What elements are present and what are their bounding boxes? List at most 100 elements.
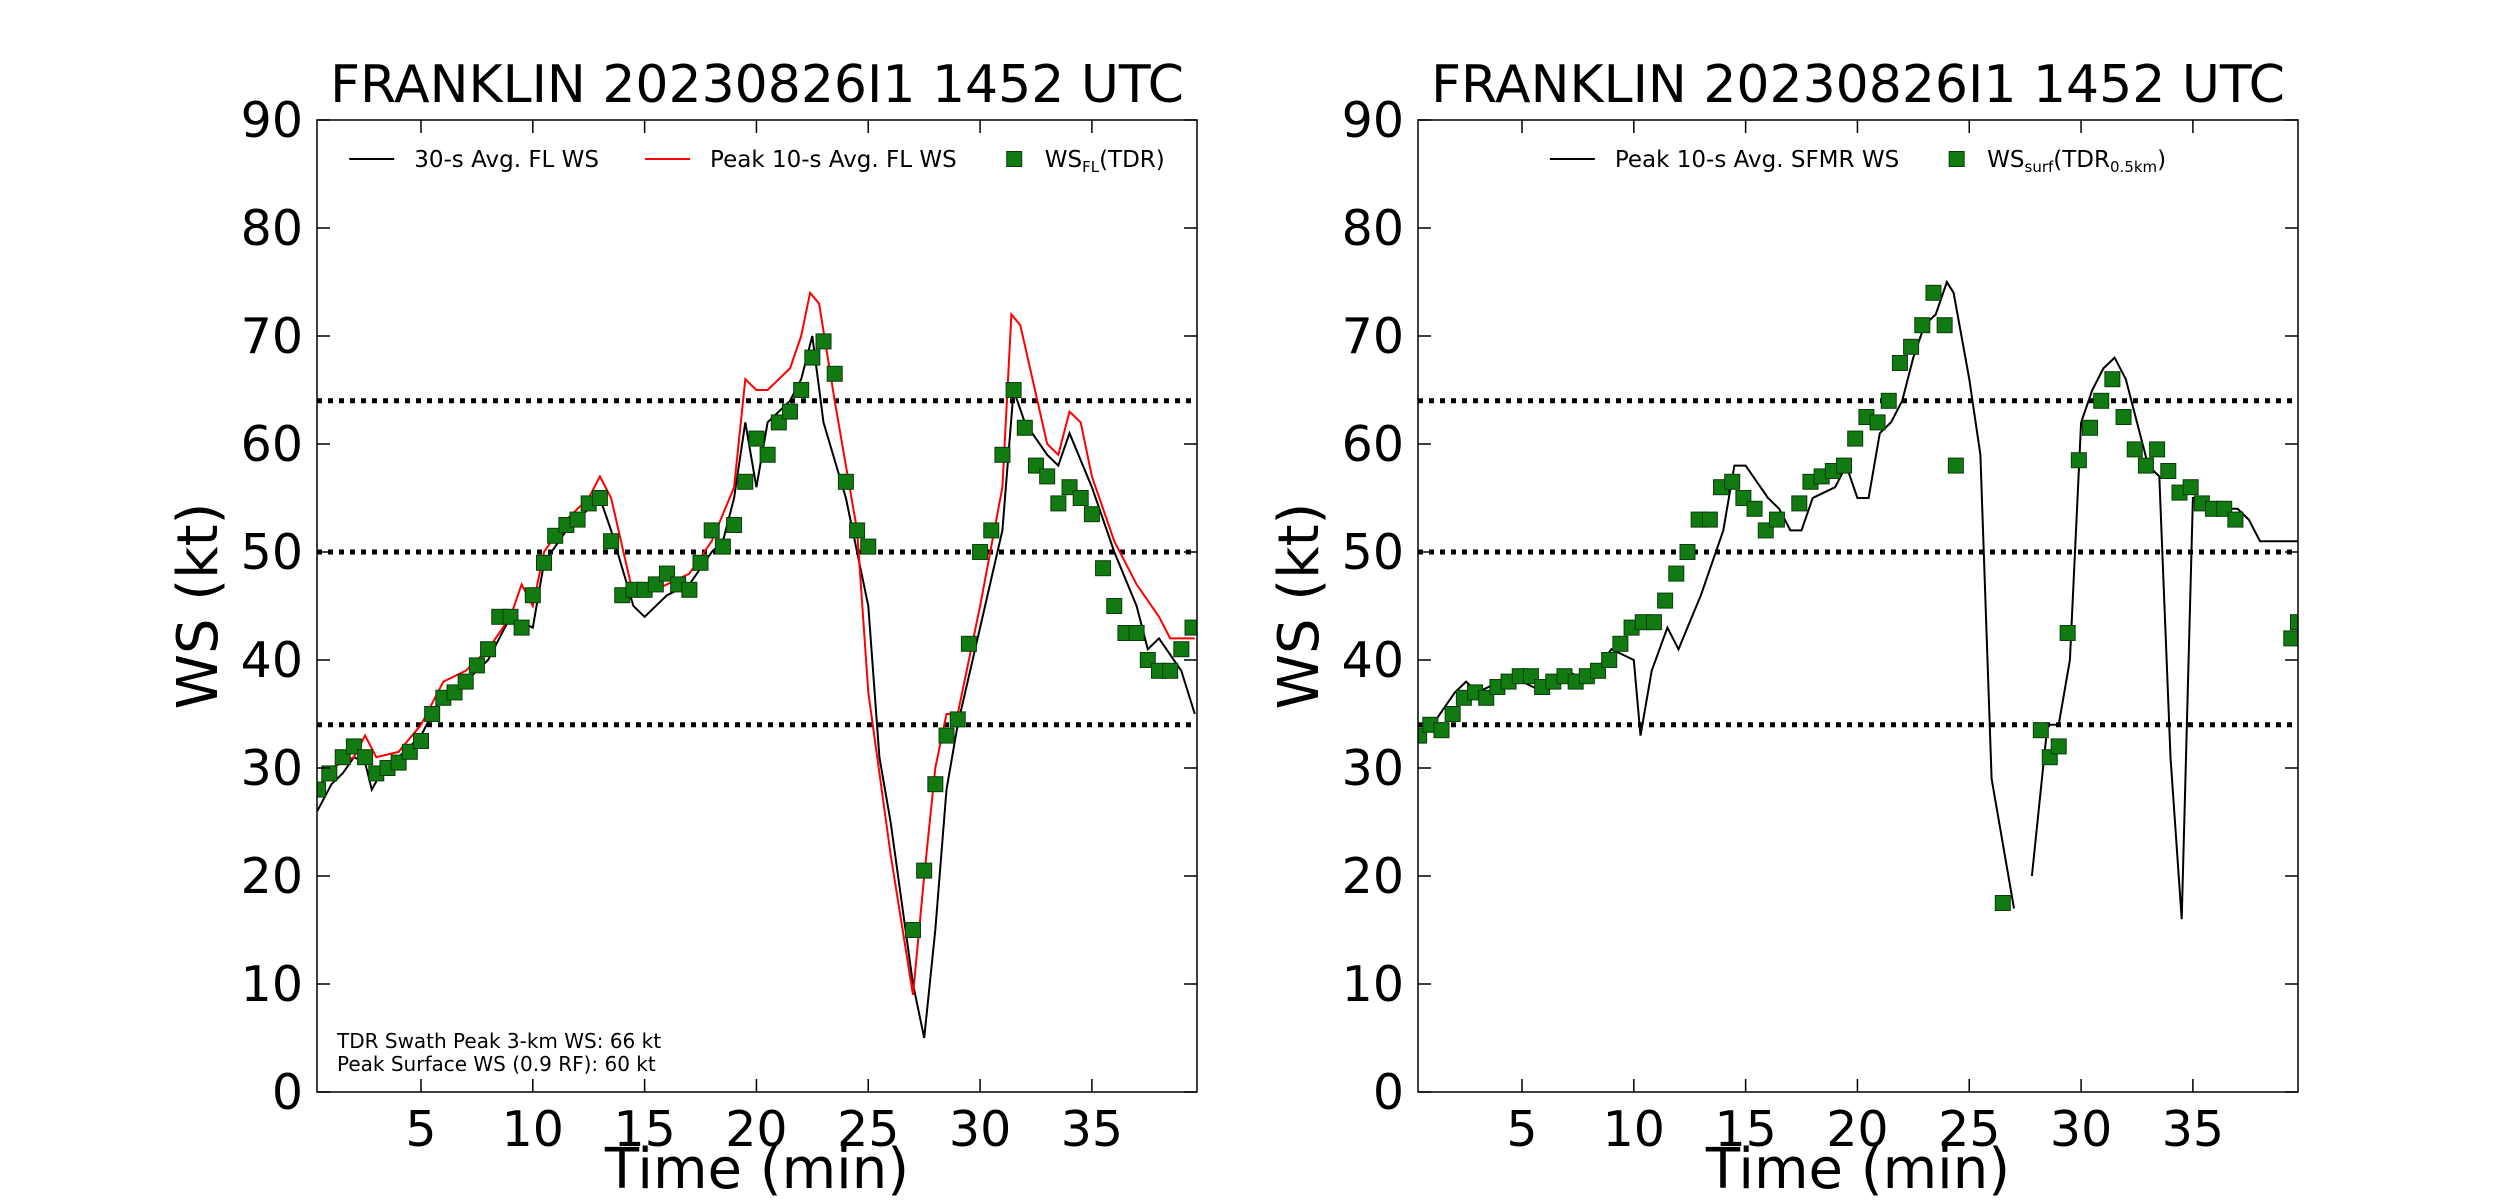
tdr-marker <box>960 635 977 652</box>
legend-text: ) <box>2157 147 2166 173</box>
y-tick-label: 50 <box>1342 524 1404 581</box>
tdr-marker <box>1869 414 1886 431</box>
legend-label: WSsurf(TDR0.5km) <box>1987 147 2166 176</box>
y-axis-label: WS (kt) <box>1267 503 1332 710</box>
series-line <box>317 290 1195 995</box>
tdr-marker <box>1083 506 1100 523</box>
y-tick-label: 50 <box>241 524 303 581</box>
axes-frame <box>1417 119 2299 1093</box>
panel: 0 10 20 30 40 50 60 70 80 90 5 10 15 20 25 30 35 FRANKLIN… <box>1267 55 2299 1200</box>
y-tick-label: 80 <box>241 200 303 257</box>
x-tick-label: 10 <box>1603 1101 1665 1158</box>
tdr-marker <box>2182 479 2199 496</box>
tdr-marker <box>1433 722 1450 739</box>
x-tick-label: 25 <box>837 1101 899 1158</box>
y-axis-label: WS (kt) <box>166 503 231 710</box>
tdr-marker <box>1095 560 1112 577</box>
tdr-marker <box>317 781 327 798</box>
tdr-marker <box>1184 619 1197 636</box>
y-tick-label: 80 <box>1342 200 1404 257</box>
tdr-marker <box>1162 662 1179 679</box>
legend: Peak 10-s Avg. SFMR WS WSsurf(TDR0.5km) <box>1549 147 2166 176</box>
tdr-marker <box>1645 614 1662 631</box>
panel: 0 10 20 30 40 50 60 70 80 90 5 10 15 20 25 30 35 FRANKLIN… <box>166 55 1198 1200</box>
tdr-marker <box>1746 500 1763 517</box>
tdr-marker <box>1701 511 1718 528</box>
tdr-marker <box>1947 457 1964 474</box>
tdr-marker <box>1925 284 1942 301</box>
tdr-marker <box>692 554 709 571</box>
legend-label: 30-s Avg. FL WS <box>414 147 599 173</box>
annotation: TDR Swath Peak 3-km WS: 66 kt <box>336 1029 661 1053</box>
tdr-marker <box>1050 495 1067 512</box>
tdr-marker <box>804 349 821 366</box>
tdr-marker <box>860 538 877 555</box>
x-axis-label: Time (min) <box>1705 1137 2010 1200</box>
tdr-marker <box>357 749 374 766</box>
plot-area <box>1418 279 2298 920</box>
tdr-marker <box>849 522 866 539</box>
tdr-marker <box>748 430 765 447</box>
x-tick-label: 20 <box>725 1101 787 1158</box>
tdr-marker <box>1847 430 1864 447</box>
tdr-marker <box>916 862 933 879</box>
legend-swatch <box>1948 151 1965 167</box>
tdr-marker <box>1173 641 1190 658</box>
y-tick-label: 30 <box>1342 740 1404 797</box>
y-tick-label: 90 <box>1342 92 1404 149</box>
legend: 30-s Avg. FL WS Peak 10-s Avg. FL WS WSFL(… <box>349 147 1165 176</box>
series-line <box>1418 279 2298 920</box>
tdr-marker <box>513 619 530 636</box>
tdr-marker <box>2283 630 2298 647</box>
tdr-marker <box>826 365 843 382</box>
legend-subscript: surf <box>2025 158 2054 176</box>
y-tick-label: 0 <box>1373 1064 1404 1121</box>
tdr-marker <box>714 538 731 555</box>
tdr-marker <box>1612 635 1629 652</box>
tdr-marker <box>2059 625 2076 641</box>
y-tick-label: 70 <box>241 308 303 365</box>
chart-title: FRANKLIN 20230826I1 1452 UTC <box>1431 55 2285 115</box>
tdr-marker <box>1016 419 1033 436</box>
tdr-marker <box>1657 592 1674 609</box>
tdr-marker <box>1891 355 1908 371</box>
tdr-marker <box>1903 338 1920 355</box>
tdr-marker <box>1106 598 1123 614</box>
y-tick-label: 0 <box>272 1064 303 1121</box>
tdr-marker <box>904 922 921 938</box>
tdr-marker <box>2137 457 2154 474</box>
x-tick-label: 25 <box>1938 1101 2000 1158</box>
chart-title: FRANKLIN 20230826I1 1452 UTC <box>330 55 1184 115</box>
legend-swatch <box>1006 151 1023 167</box>
y-tick-label: 60 <box>241 416 303 473</box>
legend-label: Peak 10-s Avg. FL WS <box>710 147 957 173</box>
tdr-marker <box>1444 706 1461 722</box>
tdr-marker <box>569 511 586 528</box>
plot-area <box>317 290 1197 1039</box>
tdr-marker <box>1679 544 1696 560</box>
tdr-marker <box>972 544 989 560</box>
legend-subscript: FL <box>1082 158 1100 176</box>
tdr-marker <box>457 673 474 690</box>
tdr-marker <box>424 706 441 722</box>
x-tick-label: 5 <box>405 1101 436 1158</box>
tdr-marker <box>480 641 497 658</box>
y-tick-label: 20 <box>1342 848 1404 905</box>
tdr-marker <box>726 517 743 533</box>
legend-subscript: 0.5km <box>2110 158 2157 176</box>
tdr-marker <box>2126 441 2143 458</box>
y-tick-label: 10 <box>1342 956 1404 1013</box>
tdr-marker <box>2050 738 2067 755</box>
tdr-marker <box>2070 452 2087 469</box>
legend-text: WS <box>1045 147 1082 173</box>
y-tick-label: 60 <box>1342 416 1404 473</box>
tdr-marker <box>1836 457 1853 474</box>
x-axis-label: Time (min) <box>604 1137 909 1200</box>
tdr-marker <box>1668 565 1685 582</box>
tdr-marker <box>837 473 854 490</box>
x-tick-label: 15 <box>613 1101 675 1158</box>
tdr-marker <box>703 522 720 539</box>
tdr-marker <box>983 522 1000 539</box>
tdr-marker <box>603 533 620 550</box>
